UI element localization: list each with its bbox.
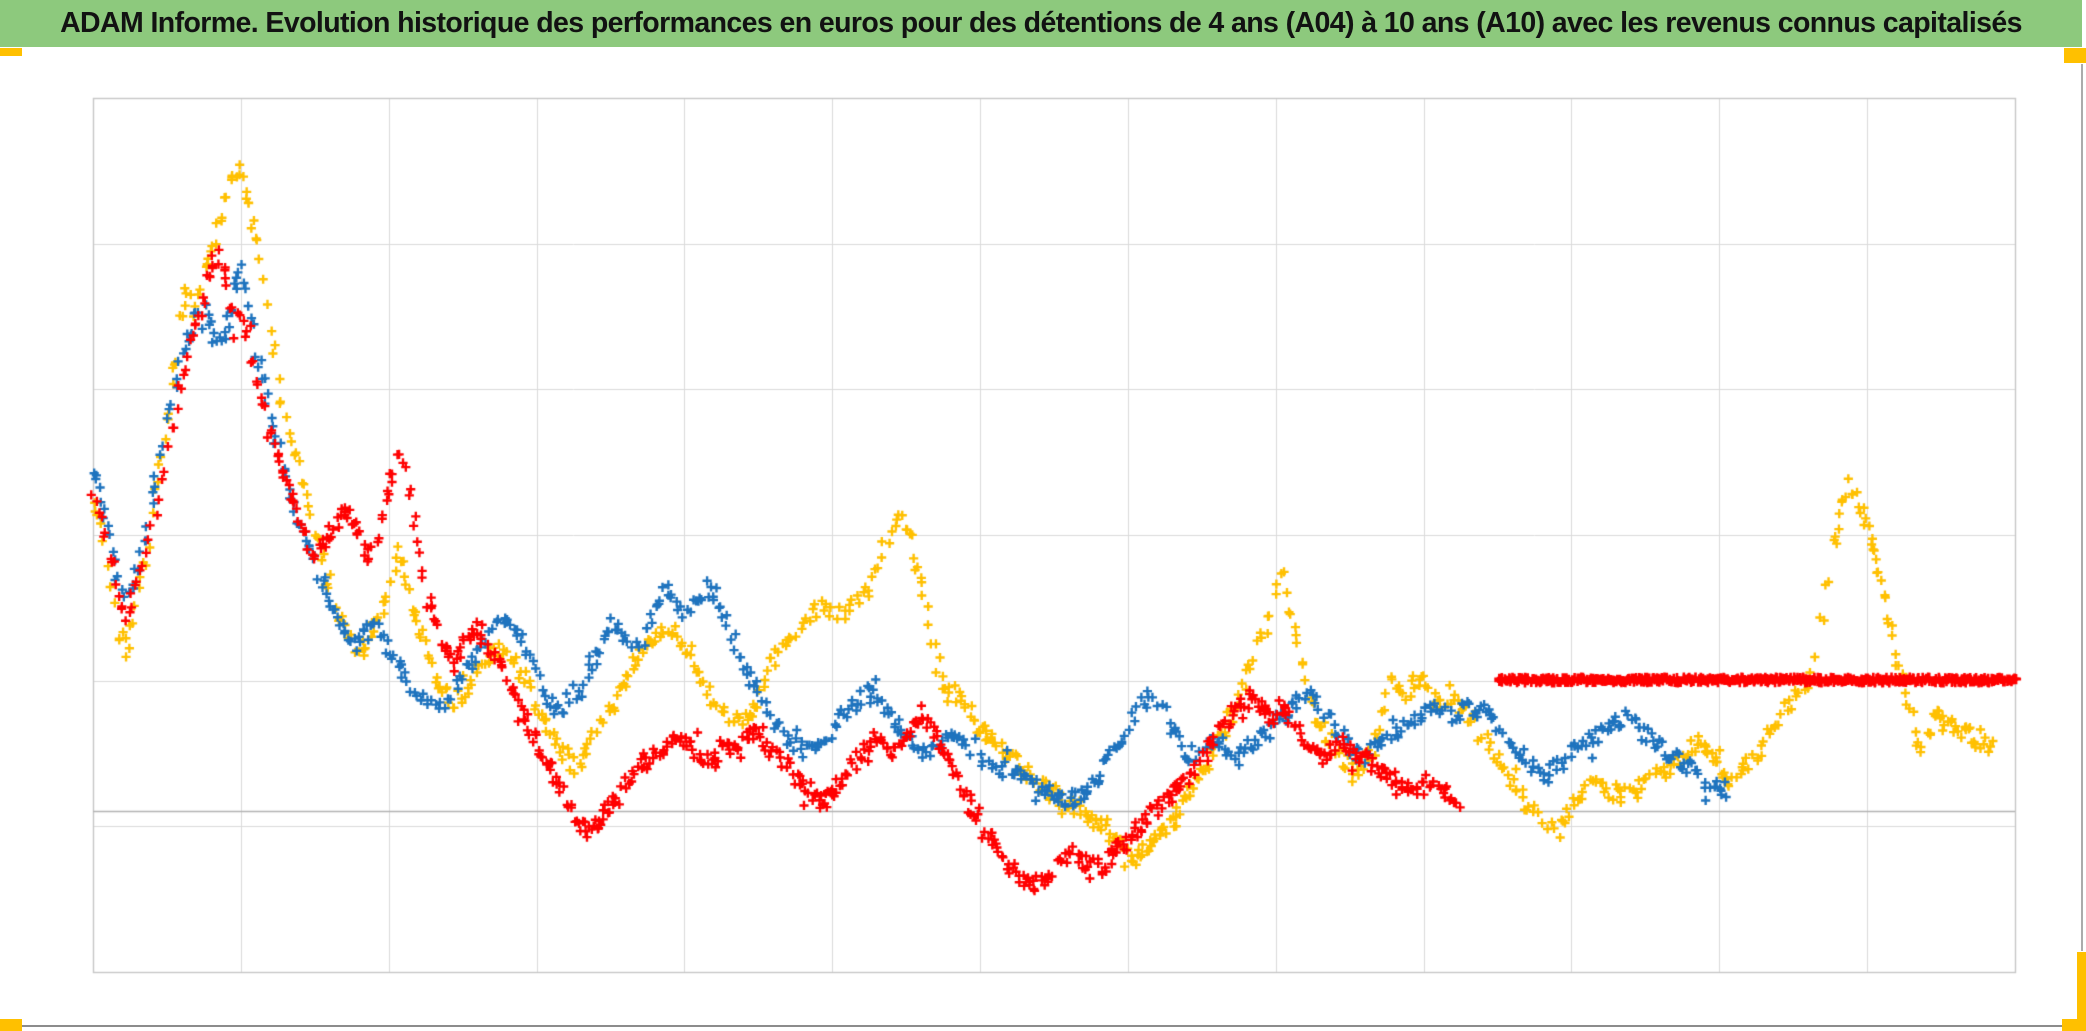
corner-accent-top-right (2064, 48, 2086, 63)
corner-accent-top-left (0, 48, 22, 56)
page-edge-bottom (22, 1025, 2062, 1027)
corner-accent-bottom-right-horizontal (2062, 1019, 2086, 1031)
page-edge-right (2081, 64, 2083, 951)
corner-accent-bottom-left (0, 1019, 22, 1031)
corner-accent-bottom-right-vertical (2077, 952, 2086, 1031)
